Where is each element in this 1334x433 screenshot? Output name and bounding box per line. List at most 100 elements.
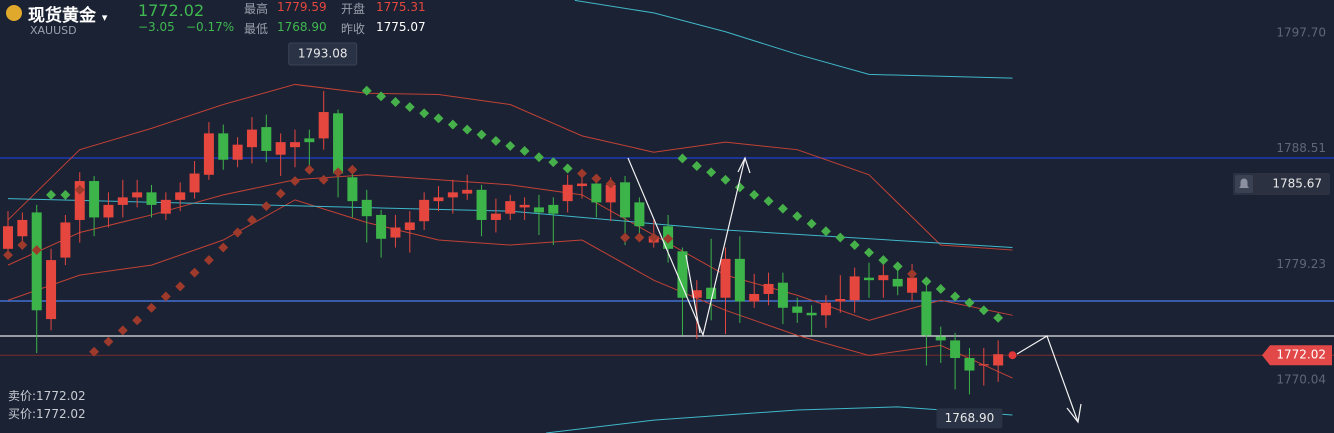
candle-body — [562, 184, 573, 202]
price-tag — [1262, 345, 1332, 366]
sar-dot — [978, 305, 989, 316]
indicator-line — [7, 199, 1013, 379]
sar-dot — [433, 113, 444, 124]
zigzag — [1016, 335, 1079, 423]
sar-dot — [734, 182, 745, 193]
sar-dot — [117, 325, 128, 336]
sar-dot — [878, 255, 889, 266]
sar-dot — [849, 240, 860, 250]
sar-dot — [964, 297, 975, 308]
sar-dot — [419, 108, 430, 119]
alert-price: 1785.67 — [1272, 176, 1322, 190]
low-marker-box — [936, 408, 1003, 429]
candle-body — [60, 222, 71, 258]
candle-body — [921, 291, 932, 336]
sar-dot — [232, 227, 243, 238]
sar-dot — [548, 157, 559, 168]
candle-body — [691, 290, 702, 298]
sar-dot — [806, 218, 817, 229]
indicator-line — [574, 0, 1013, 79]
sar-dot — [304, 164, 315, 175]
sar-dot — [318, 174, 329, 185]
candle-body — [376, 214, 387, 239]
sar-dot — [577, 168, 587, 179]
sar-dot — [376, 91, 387, 102]
sar-dot — [218, 242, 229, 253]
candle-body — [261, 127, 272, 151]
sar-dot — [648, 232, 659, 243]
name: 现货黄金 — [28, 6, 96, 26]
sar-dot — [132, 315, 143, 326]
sar-dot — [60, 189, 71, 200]
candle-body — [433, 197, 444, 202]
sar-dot — [663, 233, 674, 244]
candle-body — [218, 133, 229, 160]
candle-body — [31, 212, 42, 311]
sar-dot — [361, 85, 372, 96]
sar-dot — [534, 152, 544, 163]
stat-label: 昨收 — [341, 22, 366, 36]
sar-dot — [261, 201, 272, 212]
gold-icon — [6, 5, 22, 21]
candle-body — [864, 277, 874, 281]
candle-body — [333, 113, 344, 174]
candle-body — [577, 183, 587, 187]
candle-body — [3, 226, 13, 249]
sar-dot — [907, 268, 917, 279]
sar-dot — [247, 215, 257, 225]
sar-dot — [763, 196, 774, 207]
candle-body — [275, 142, 286, 155]
y-tick-label: 1797.70 — [1276, 25, 1326, 39]
candle-body — [849, 276, 860, 301]
candle-body — [935, 336, 946, 341]
sar-dot — [290, 176, 300, 187]
candle-body — [892, 278, 903, 287]
stat-value: 1775.07 — [376, 20, 426, 34]
sar-dot — [706, 167, 717, 178]
candle-body — [777, 282, 788, 308]
sar-dot — [189, 267, 200, 278]
candle-body — [347, 177, 358, 202]
sar-dot — [404, 102, 415, 112]
candle-body — [519, 204, 530, 208]
stat-value: 1775.31 — [376, 0, 426, 14]
y-tick-label: 1779.23 — [1276, 257, 1326, 271]
stat-value: 1779.59 — [277, 0, 327, 14]
sar-dot — [864, 247, 874, 258]
candle-body — [232, 144, 243, 160]
sar-dot — [749, 189, 760, 200]
candle-body — [734, 258, 745, 302]
instrument-name[interactable]: 现货黄金 ▾ — [28, 1, 107, 26]
candle-body — [46, 260, 57, 320]
sar-dot — [605, 178, 616, 189]
stat-label: 最高 — [244, 2, 269, 16]
bid: 卖价:1772.02 — [8, 389, 86, 403]
sar-dot — [777, 203, 788, 214]
sar-dot — [333, 167, 343, 178]
sar-dot — [921, 276, 932, 287]
sar-dot — [993, 312, 1004, 323]
sar-dot — [505, 140, 516, 151]
candle-body — [304, 138, 315, 143]
candle-body — [964, 357, 975, 371]
sar-dot — [46, 189, 56, 200]
sar-dot — [476, 129, 487, 140]
candle-body — [533, 207, 544, 213]
change-pct: −0.17% — [186, 20, 235, 34]
candle-body — [390, 227, 401, 238]
arrow-head — [1066, 403, 1082, 424]
sar-dot — [390, 97, 401, 107]
candle-body — [978, 364, 989, 366]
sar-dot — [160, 291, 171, 302]
candle-body — [749, 293, 760, 302]
sar-dot — [203, 255, 214, 266]
sar-dot — [347, 164, 358, 175]
indicator-line — [7, 83, 1013, 251]
stat-value: 1768.90 — [277, 20, 327, 34]
candle-body — [950, 340, 961, 358]
sar-dot — [490, 135, 501, 146]
sar-dot — [31, 245, 42, 256]
candle-body — [290, 142, 300, 148]
